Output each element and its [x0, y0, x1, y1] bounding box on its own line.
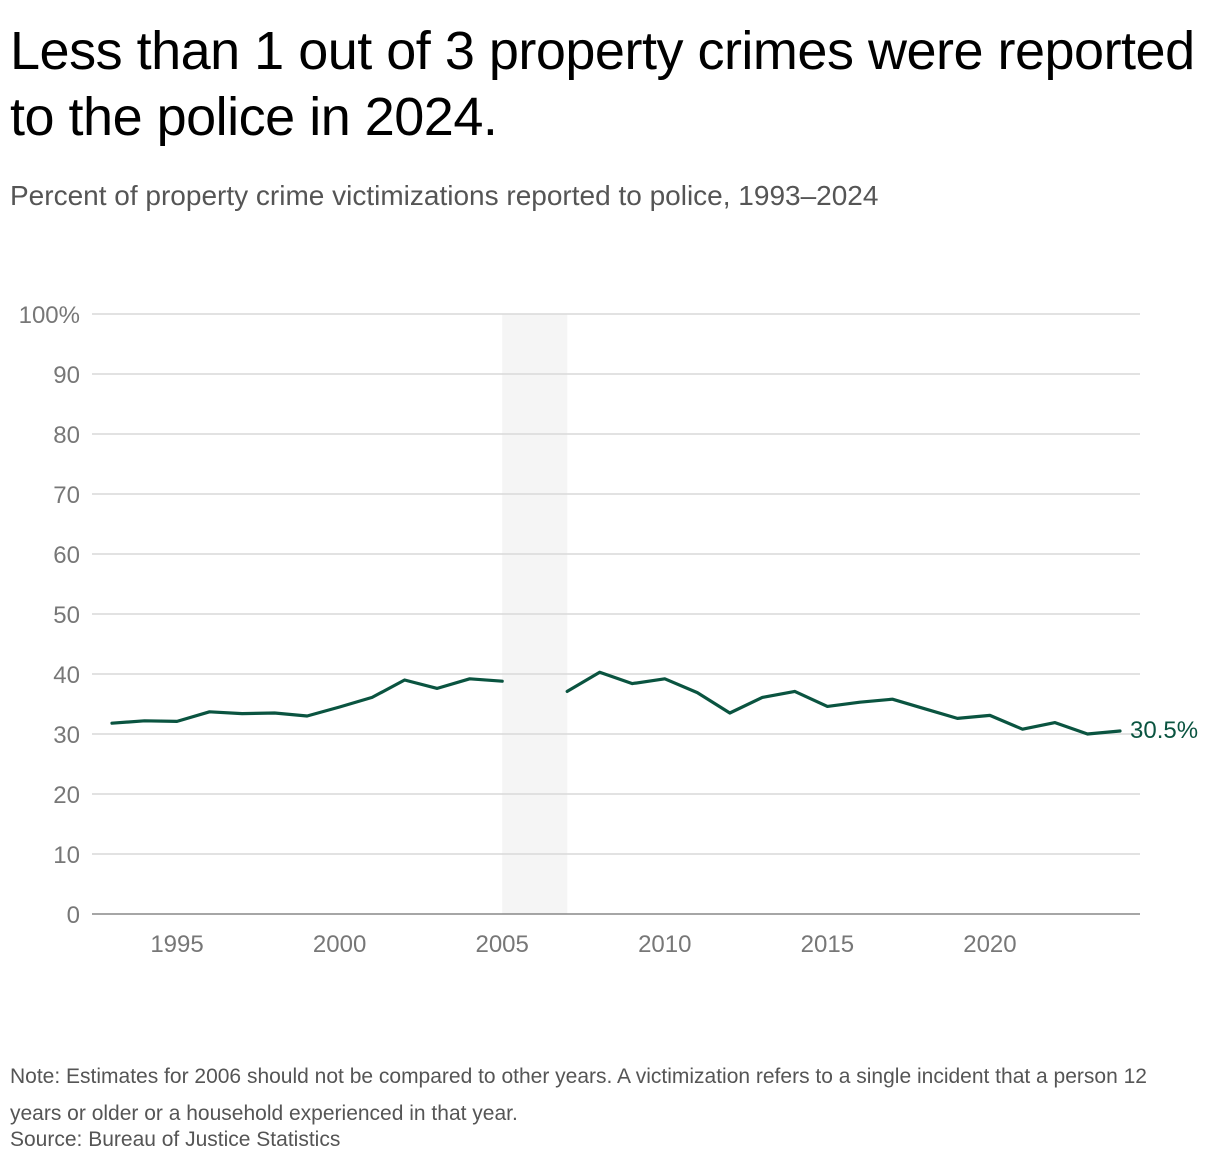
x-tick-label: 2010 — [638, 931, 691, 958]
y-tick-label: 70 — [53, 482, 80, 509]
x-tick-label: 1995 — [150, 931, 203, 958]
y-tick-label: 80 — [53, 422, 80, 449]
x-tick-label: 2020 — [963, 931, 1016, 958]
y-tick-label: 50 — [53, 602, 80, 629]
chart-subtitle: Percent of property crime victimizations… — [10, 180, 879, 211]
chart-source: Source: Bureau of Justice Statistics — [10, 1128, 341, 1151]
y-tick-label: 20 — [53, 782, 80, 809]
x-tick-label: 2000 — [313, 931, 366, 958]
x-tick-label: 2015 — [801, 931, 854, 958]
y-tick-label: 90 — [53, 362, 80, 389]
series-line-segment — [110, 677, 504, 725]
y-tick-label: 0 — [67, 902, 80, 929]
y-tick-label: 60 — [53, 542, 80, 569]
y-tick-label: 100% — [19, 302, 80, 329]
series-line-segment — [565, 670, 1122, 736]
chart-title: Less than 1 out of 3 property crimes wer… — [10, 21, 1195, 147]
line-chart: 0 10 20 30 40 50 60 70 80 90 100% 1995 2000 2005 2010 2… — [19, 302, 1198, 958]
y-tick-label: 30 — [53, 722, 80, 749]
x-tick-label: 2005 — [475, 931, 528, 958]
chart-note: Note: Estimates for 2006 should not be c… — [10, 1065, 1147, 1125]
end-value-label: 30.5% — [1130, 717, 1198, 744]
y-tick-label: 40 — [53, 662, 80, 689]
y-tick-label: 10 — [53, 842, 80, 869]
